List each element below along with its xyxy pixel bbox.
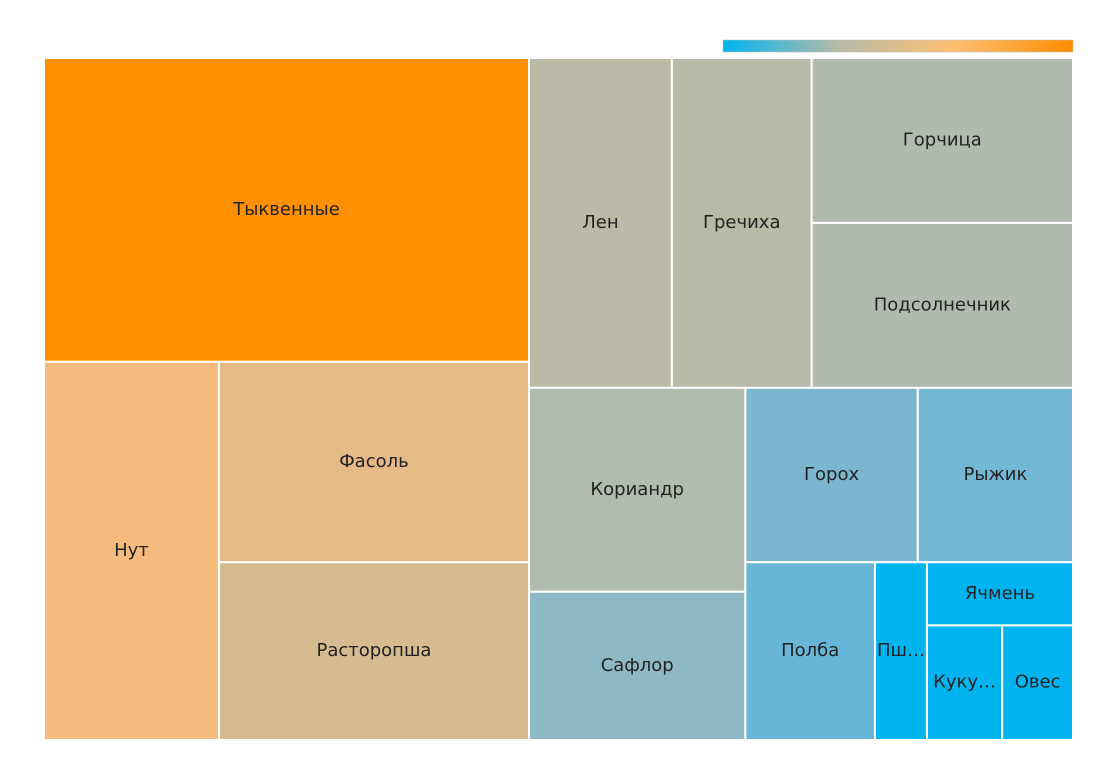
tile-label: Нут [114,540,149,561]
tile [217,360,531,564]
tile-label: Куку… [933,672,996,693]
tile-label: Сафлор [601,655,674,676]
tile-label: Гречиха [703,212,781,233]
tile [43,57,531,363]
tile-label: Пш… [877,640,925,661]
tile [916,386,1074,564]
tile-label: Полба [781,640,839,661]
tile [528,57,673,389]
tile [925,624,1004,741]
tile-label: Тыквенные [232,199,340,220]
tile-label: Рыжик [963,464,1027,485]
tile [1001,624,1074,741]
tile-label: Лен [582,212,618,233]
tile-label: Кориандр [590,479,684,500]
tile [43,360,220,741]
tile-label: Овес [1015,672,1061,693]
tile-label: Подсолнечник [874,294,1011,315]
color-scale [722,39,1074,53]
tile [810,221,1074,389]
tile [744,561,877,742]
tile [528,590,747,742]
tile [217,561,531,742]
tile [670,57,813,389]
tile-label: Горчица [903,129,982,150]
tile-label: Фасоль [339,451,409,472]
tile [874,561,928,742]
tile-label: Расторопша [316,640,431,661]
tile-label: Ячмень [965,583,1035,604]
tile-label: Горох [804,464,859,485]
